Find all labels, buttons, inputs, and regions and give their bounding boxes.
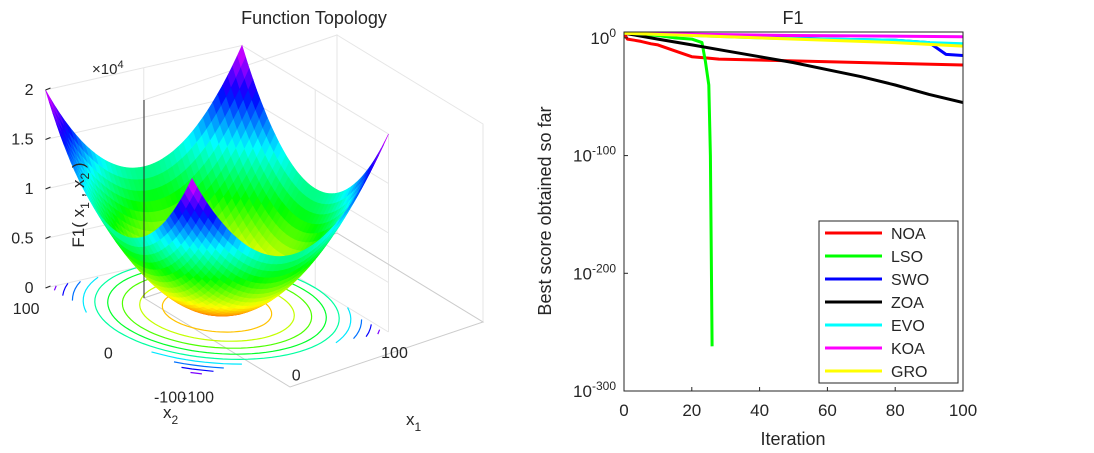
surface-chart: Function Topology 00.511.52-1000100-1000… xyxy=(11,8,485,434)
series-line-zoa xyxy=(624,32,963,105)
z-tick xyxy=(45,137,51,140)
legend-label: NOA xyxy=(891,226,926,243)
legend-label: LSO xyxy=(891,249,923,266)
legend-label: ZOA xyxy=(891,295,924,312)
x1-axis-label: x1 xyxy=(406,410,422,434)
series-lines xyxy=(624,32,963,347)
y-tick-label: 10-300 xyxy=(573,379,616,401)
x-tick-label: 20 xyxy=(682,401,701,420)
legend: NOA LSO SWO ZOA EVO KOA GRO xyxy=(818,220,959,384)
surface-patch xyxy=(45,89,55,111)
line-title: F1 xyxy=(782,8,803,28)
y-tick-label: 10-200 xyxy=(573,261,616,283)
legend-label: GRO xyxy=(891,364,927,381)
surface-patch xyxy=(187,177,198,196)
z-tick xyxy=(45,285,51,289)
x2-tick-label: -100 xyxy=(154,390,186,407)
z-multiplier: ×104 xyxy=(92,59,124,78)
z-axis-label: F1( x1 , x2 ) xyxy=(69,162,92,247)
x2-tick-label: 100 xyxy=(13,301,40,318)
back-wall-right xyxy=(336,34,484,323)
x2-tick-label: 0 xyxy=(104,345,113,362)
z-tick-label: 2 xyxy=(25,82,34,99)
z-tick xyxy=(45,186,51,190)
z-tick xyxy=(45,87,51,91)
x1-tick-label: -100 xyxy=(182,390,214,407)
convergence-chart: F1 0 20 40 60 80 100 100 10-100 10-200 10-300 Ite… xyxy=(535,8,977,449)
x-tick-label: 0 xyxy=(619,401,628,420)
z-tick-label: 0.5 xyxy=(11,231,33,248)
surface-title: Function Topology xyxy=(241,8,387,28)
z-tick-label: 1.5 xyxy=(11,132,33,149)
legend-label: KOA xyxy=(891,341,925,358)
x1-tick-label: 0 xyxy=(292,367,301,384)
y-tick-label: 10-100 xyxy=(573,144,616,166)
x1-tick-label: 100 xyxy=(381,345,408,362)
z-tick xyxy=(45,236,51,239)
surface-mesh xyxy=(45,44,389,317)
x-tick-label: 40 xyxy=(750,401,769,420)
x-tick-label: 80 xyxy=(886,401,905,420)
y-tick-label: 100 xyxy=(590,26,616,48)
z-tick-label: 0 xyxy=(25,280,34,297)
x2-axis-label: x2 xyxy=(163,403,179,427)
line-axis-ticks: 0 20 40 60 80 100 100 10-100 10-200 10-300 xyxy=(573,26,977,420)
series-line-gro xyxy=(624,32,963,48)
x-tick-label: 100 xyxy=(949,401,977,420)
x-tick-label: 60 xyxy=(818,401,837,420)
legend-label: SWO xyxy=(891,272,929,289)
z-tick-label: 1 xyxy=(25,181,34,198)
x-axis-label: Iteration xyxy=(760,429,825,449)
plot-box xyxy=(623,31,964,392)
y-axis-label: Best score obtained so far xyxy=(535,106,555,315)
surface-axis-ticks: 0 0.5 1 1.5 2 -100 0 100 -100 0 100 xyxy=(11,82,408,407)
legend-label: EVO xyxy=(891,318,925,335)
